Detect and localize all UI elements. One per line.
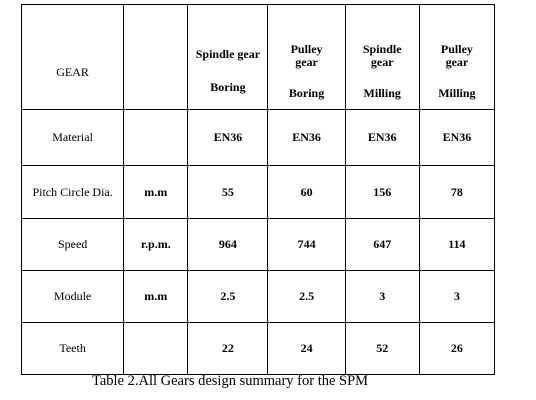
table-caption: Table 2.All Gears design summary for the… xyxy=(92,373,369,389)
table-cell: EN36 xyxy=(187,109,269,166)
row-unit xyxy=(123,322,189,375)
column-header-operation: Milling xyxy=(363,85,401,100)
column-header-spindle-milling: Spindle gear Milling xyxy=(344,4,420,110)
column-header-title: Spindle xyxy=(362,41,402,56)
table-row-speed: Speed r.p.m. 964 744 647 114 xyxy=(20,218,496,271)
table-cell: EN36 xyxy=(418,109,496,166)
table-cell: 744 xyxy=(267,218,346,271)
table-cell: 55 xyxy=(187,165,269,219)
row-label: Teeth xyxy=(20,322,125,375)
row-label: Pitch Circle Dia. xyxy=(20,165,125,219)
column-header-pulley-milling: Pulley gear Milling xyxy=(418,4,496,110)
gear-label: GEAR xyxy=(56,64,89,79)
column-header-pulley-boring: Pulley gear Boring xyxy=(267,4,346,110)
unit-header-cell xyxy=(123,4,189,110)
table-cell: EN36 xyxy=(267,109,346,166)
table-cell: 2.5 xyxy=(187,270,269,323)
table-cell: 3 xyxy=(418,270,496,323)
column-header-operation: Milling xyxy=(438,85,476,100)
corner-cell: GEAR xyxy=(20,4,125,110)
table-cell: 24 xyxy=(267,322,346,375)
table-cell: 2.5 xyxy=(267,270,346,323)
column-header-title: Spindle gear xyxy=(195,47,261,61)
row-label: Material xyxy=(20,109,125,166)
column-header-operation: Boring xyxy=(288,85,325,100)
table-cell: 156 xyxy=(344,165,420,219)
table-cell: 52 xyxy=(344,322,420,375)
column-header-title: Pulley xyxy=(440,41,473,56)
row-unit xyxy=(123,109,189,166)
column-header-title-line2: gear xyxy=(295,54,318,69)
row-label: Speed xyxy=(20,218,125,271)
table-row-teeth: Teeth 22 24 52 26 xyxy=(20,322,496,375)
gear-summary-table: GEAR Spindle gear Boring Pulley gear Bor… xyxy=(20,4,496,375)
table-cell: 78 xyxy=(418,165,496,219)
table-row-material: Material EN36 EN36 EN36 EN36 xyxy=(20,109,496,166)
table-cell: 964 xyxy=(187,218,269,271)
row-unit: r.p.m. xyxy=(123,218,189,271)
row-unit: m.m xyxy=(123,165,189,219)
table-cell: 22 xyxy=(187,322,269,375)
table-cell: 26 xyxy=(418,322,496,375)
table-row-pitch-circle-dia: Pitch Circle Dia. m.m 55 60 156 78 xyxy=(20,165,496,219)
column-header-spindle-boring: Spindle gear Boring xyxy=(187,4,269,110)
column-header-title-line2: gear xyxy=(370,54,394,69)
header-row: GEAR Spindle gear Boring Pulley gear Bor… xyxy=(20,4,496,110)
column-header-operation: Boring xyxy=(210,80,246,94)
column-header-title-line2: gear xyxy=(445,54,469,69)
table-cell: 3 xyxy=(344,270,420,323)
row-label: Module xyxy=(20,270,125,323)
table-row-module: Module m.m 2.5 2.5 3 3 xyxy=(20,270,496,323)
column-header-title: Pulley xyxy=(290,41,323,56)
table-cell: 114 xyxy=(418,218,496,271)
row-unit: m.m xyxy=(123,270,189,323)
table-cell: 60 xyxy=(267,165,346,219)
table-cell: 647 xyxy=(344,218,420,271)
table-cell: EN36 xyxy=(344,109,420,166)
